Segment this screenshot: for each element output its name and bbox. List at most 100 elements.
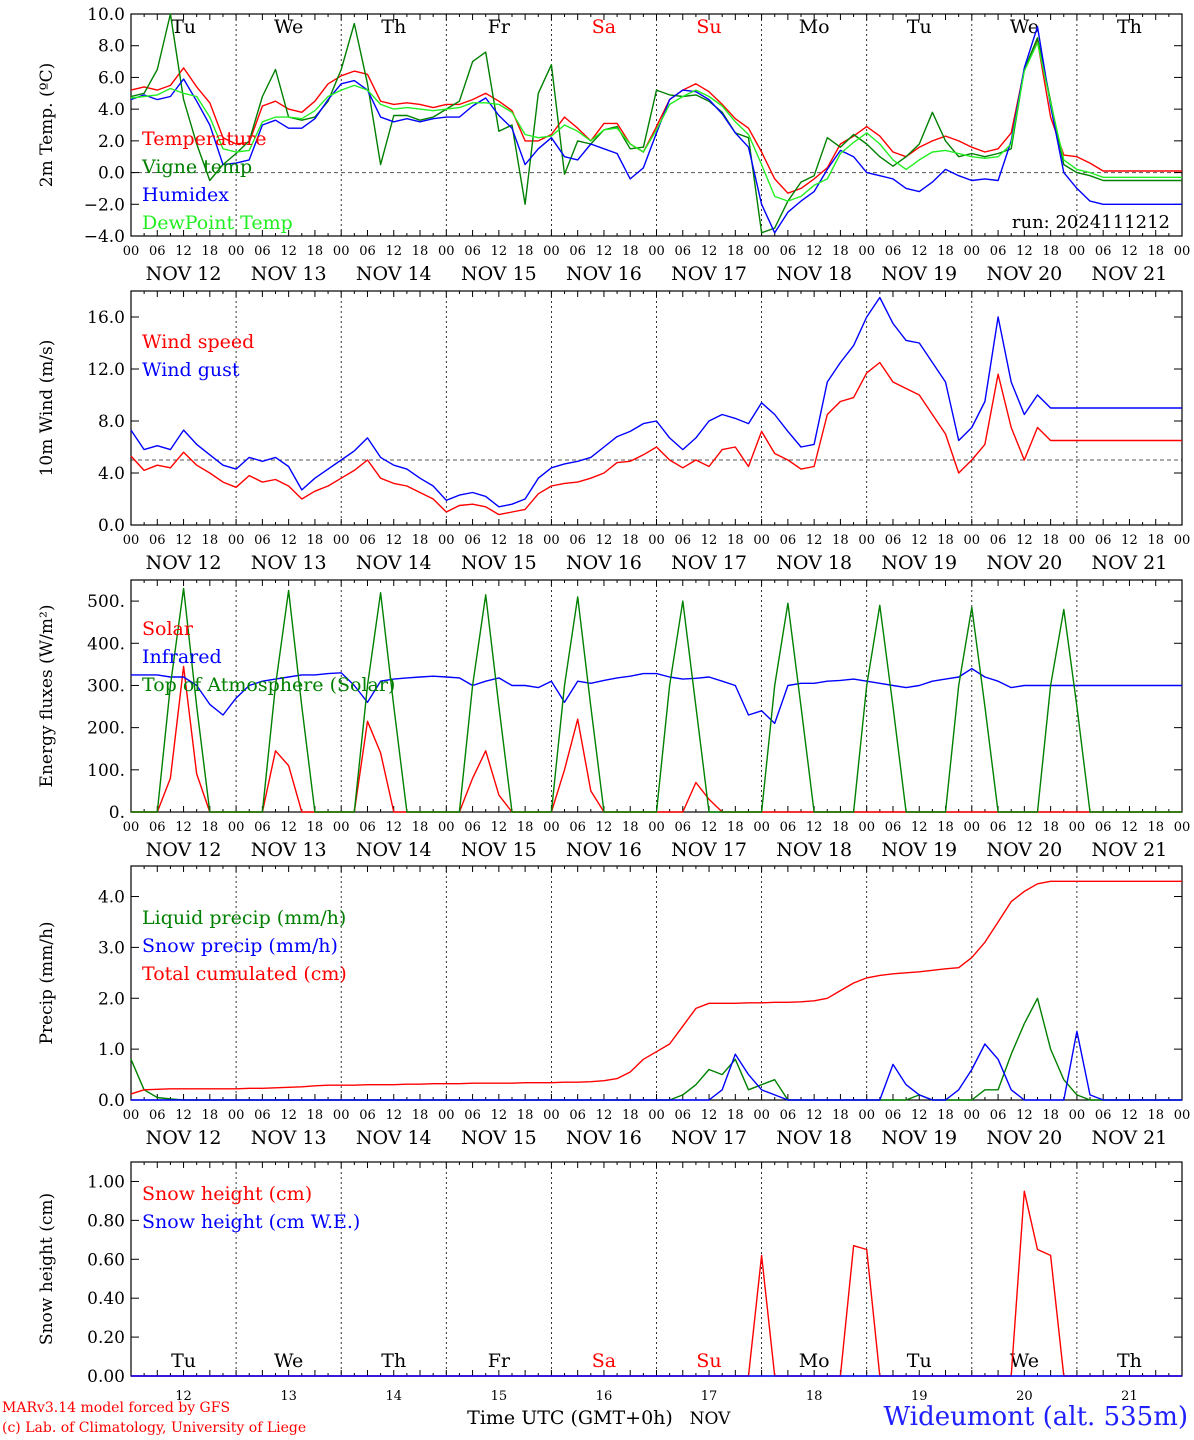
weekday-label: Th: [381, 1350, 406, 1372]
hour-tick-label: 12: [1121, 820, 1138, 835]
hour-tick-label: 18: [307, 244, 324, 259]
hour-tick-label: 00: [648, 1108, 665, 1123]
weekday-label: Su: [696, 1350, 721, 1372]
hour-tick-label: 00: [543, 820, 560, 835]
hour-tick-label: 06: [780, 533, 797, 548]
legend-entry: Humidex: [142, 184, 229, 206]
y-axis-label: Snow height (cm): [37, 1193, 57, 1345]
y-axis-label: 2m Temp. (ºC): [37, 63, 57, 188]
date-label: NOV 21: [1092, 552, 1168, 574]
date-label: NOV 12: [146, 263, 222, 285]
y-tick-label: 3.0: [98, 938, 125, 958]
hour-tick-label: 06: [254, 1108, 271, 1123]
hour-tick-label: 18: [832, 1108, 849, 1123]
hour-tick-label: 06: [464, 1108, 481, 1123]
hour-tick-label: 18: [727, 820, 744, 835]
hour-tick-label: 12: [385, 1108, 402, 1123]
date-label: NOV 13: [251, 263, 327, 285]
hour-tick-label: 06: [675, 244, 692, 259]
weekday-label: We: [1010, 16, 1039, 38]
y-tick-label: 12.0: [87, 360, 125, 380]
hour-tick-label: 00: [228, 244, 245, 259]
hour-tick-label: 00: [333, 1108, 350, 1123]
hour-tick-label: 12: [280, 820, 297, 835]
date-label: NOV 20: [986, 552, 1062, 574]
series-line-snow-precip-mm-h: [131, 1030, 1182, 1101]
y-tick-label: 4.0: [98, 464, 125, 484]
hour-tick-label: 18: [1147, 820, 1164, 835]
hour-tick-label: 06: [464, 820, 481, 835]
hour-tick-label: 06: [1095, 533, 1112, 548]
hour-tick-label: 18: [202, 533, 219, 548]
hour-tick-label: 06: [990, 820, 1007, 835]
hour-tick-label: 06: [1095, 820, 1112, 835]
date-label: NOV 16: [566, 839, 642, 861]
series-line-liquid-precip-mm-h: [130, 997, 1182, 1101]
y-tick-label: 16.0: [87, 308, 125, 328]
legend-entry: Liquid precip (mm/h): [142, 907, 346, 929]
x-axis-title: Time UTC (GMT+0h): [467, 1407, 673, 1429]
day-number-label: 15: [491, 1389, 508, 1404]
panel-snow: 0.00 0.20 0.40 0.60 0.80 1.00 Snow height (cm)…: [37, 1161, 1183, 1404]
weekday-label: Fr: [488, 1350, 511, 1372]
hour-tick-label: 06: [885, 244, 902, 259]
hour-tick-label: 00: [964, 244, 981, 259]
day-number-label: 19: [911, 1389, 928, 1404]
hour-tick-label: 18: [517, 244, 534, 259]
weekday-label: Tu: [171, 16, 196, 38]
y-tick-label: 0.0: [98, 164, 125, 184]
hour-tick-label: 18: [622, 1108, 639, 1123]
hour-tick-label: 06: [254, 244, 271, 259]
date-label: NOV 13: [251, 839, 327, 861]
hour-tick-label: 12: [385, 820, 402, 835]
hour-tick-label: 00: [1069, 1108, 1086, 1123]
date-label: NOV 17: [671, 1127, 747, 1149]
hour-tick-label: 12: [1121, 533, 1138, 548]
hour-tick-label: 06: [780, 1108, 797, 1123]
hour-tick-label: 06: [780, 820, 797, 835]
hour-tick-label: 06: [149, 820, 166, 835]
weekday-label: We: [274, 1350, 303, 1372]
hour-tick-label: 06: [675, 533, 692, 548]
date-label: NOV 12: [146, 1127, 222, 1149]
y-tick-label: 0.80: [87, 1211, 125, 1231]
date-label: NOV 19: [881, 263, 957, 285]
hour-tick-label: 00: [964, 820, 981, 835]
hour-tick-label: 00: [438, 1108, 455, 1123]
hour-tick-label: 00: [333, 533, 350, 548]
hour-tick-label: 12: [911, 1108, 928, 1123]
hour-tick-label: 12: [701, 244, 718, 259]
weekday-label: We: [1010, 1350, 1039, 1372]
hour-tick-label: 00: [648, 244, 665, 259]
date-label: NOV 14: [356, 839, 432, 861]
date-label: NOV 13: [251, 1127, 327, 1149]
hour-tick-label: 18: [937, 244, 954, 259]
hour-tick-label: 12: [806, 244, 823, 259]
hour-tick-label: 00: [438, 820, 455, 835]
hour-tick-label: 00: [438, 533, 455, 548]
hour-tick-label: 00: [648, 820, 665, 835]
hour-tick-label: 06: [1095, 1108, 1112, 1123]
legend-entry: Snow height (cm W.E.): [142, 1211, 360, 1233]
hour-tick-label: 12: [1016, 244, 1033, 259]
legend-entry: DewPoint Temp: [142, 212, 293, 234]
hour-tick-label: 18: [202, 1108, 219, 1123]
hour-tick-label: 00: [753, 1108, 770, 1123]
hour-tick-label: 12: [1121, 1108, 1138, 1123]
hour-tick-label: 12: [701, 820, 718, 835]
series-line-top-of-atmosphere-solar: [131, 587, 1182, 813]
hour-tick-label: 18: [517, 1108, 534, 1123]
hour-tick-label: 12: [491, 533, 508, 548]
hour-tick-label: 00: [964, 533, 981, 548]
y-tick-label: 200.: [87, 719, 125, 739]
weekday-label: Tu: [907, 1350, 932, 1372]
date-label: NOV 14: [356, 1127, 432, 1149]
date-label: NOV 18: [776, 552, 852, 574]
hour-tick-label: 06: [1095, 244, 1112, 259]
legend-entry: Solar: [142, 618, 194, 640]
hour-tick-label: 12: [175, 820, 192, 835]
series-line-vigne-temp: [130, 13, 1182, 234]
hour-tick-label: 00: [648, 533, 665, 548]
hour-tick-label: 12: [596, 820, 613, 835]
